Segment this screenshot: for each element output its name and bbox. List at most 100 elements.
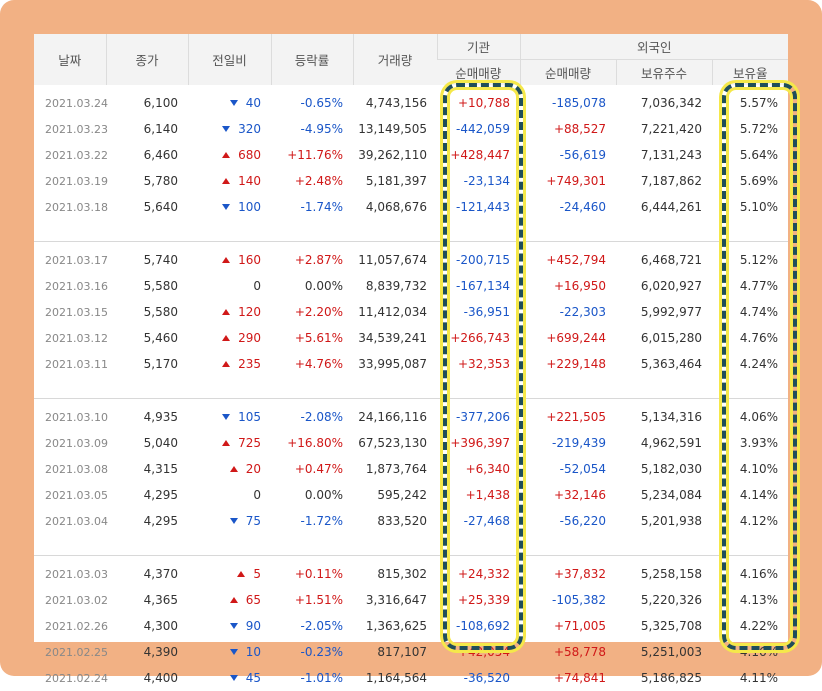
cell-rate: +0.11% xyxy=(271,555,353,587)
cell-change-value: 120 xyxy=(238,305,261,319)
cell-foreign-net-value: +88,527 xyxy=(553,122,606,136)
cell-close: 5,580 xyxy=(106,273,188,299)
cell-foreign-holdings: 7,131,243 xyxy=(616,142,712,168)
up-triangle-icon xyxy=(237,571,246,577)
cell-foreign-net-value: +71,005 xyxy=(553,619,606,633)
cell-date-value: 2021.03.09 xyxy=(45,436,108,450)
cell-close: 6,140 xyxy=(106,116,188,142)
up-triangle-icon xyxy=(222,335,231,341)
cell-close-value: 5,580 xyxy=(143,305,178,319)
table-row: 2021.02.24 4,400 45 -1.01% 1,164,564 -36,520 +… xyxy=(34,665,788,691)
cell-foreign-ratio: 4.76% xyxy=(712,325,788,351)
cell-foreign-net: +88,527 xyxy=(520,116,616,142)
cell-date-value: 2021.03.17 xyxy=(45,253,108,267)
cell-date-value: 2021.03.24 xyxy=(45,96,108,110)
cell-foreign-ratio: 5.64% xyxy=(712,142,788,168)
cell-rate: 0.00% xyxy=(271,273,353,299)
cell-foreign-ratio: 4.22% xyxy=(712,613,788,639)
cell-change-value: 75 xyxy=(245,514,261,528)
cell-change: 20 xyxy=(188,456,271,482)
cell-institution-net: +266,743 xyxy=(437,325,520,351)
cell-rate: -4.95% xyxy=(271,116,353,142)
cell-date: 2021.02.24 xyxy=(34,665,108,691)
cell-date: 2021.03.04 xyxy=(34,508,108,534)
cell-date: 2021.03.16 xyxy=(34,273,108,299)
cell-foreign-ratio-value: 4.76% xyxy=(739,331,779,345)
cell-institution-net: -27,468 xyxy=(437,508,520,534)
cell-foreign-net-value: -22,303 xyxy=(559,305,606,319)
header-foreign-ratio: 보유율 xyxy=(711,59,789,85)
cell-foreign-net-value: +699,244 xyxy=(546,331,606,345)
header-close: 종가 xyxy=(105,34,188,85)
cell-close: 4,400 xyxy=(106,665,188,691)
cell-institution-net: -36,520 xyxy=(437,665,520,691)
cell-rate-value: -0.65% xyxy=(300,96,343,110)
cell-foreign-net: -56,619 xyxy=(520,142,616,168)
cell-close-value: 5,580 xyxy=(143,279,178,293)
cell-change: 105 xyxy=(188,398,271,430)
cell-institution-net-value: -36,951 xyxy=(463,305,510,319)
cell-institution-net-value: -442,059 xyxy=(456,122,510,136)
cell-date: 2021.03.10 xyxy=(34,398,108,430)
cell-rate-value: -1.72% xyxy=(300,514,343,528)
cell-date-value: 2021.02.26 xyxy=(45,619,108,633)
cell-rate: 0.00% xyxy=(271,482,353,508)
cell-foreign-ratio-value: 5.69% xyxy=(739,174,779,188)
cell-foreign-holdings-value: 5,134,316 xyxy=(640,410,702,424)
cell-institution-net: -23,134 xyxy=(437,168,520,194)
cell-close-value: 6,140 xyxy=(143,122,178,136)
table-row: 2021.03.15 5,580 120 +2.20% 11,412,034 -36,95… xyxy=(34,299,788,325)
table-row: 2021.02.26 4,300 90 -2.05% 1,363,625 -108,692… xyxy=(34,613,788,639)
cell-rate: +11.76% xyxy=(271,142,353,168)
cell-change-value: 0 xyxy=(253,488,261,502)
cell-foreign-net-value: -219,439 xyxy=(552,436,606,450)
cell-change-value: 320 xyxy=(238,122,261,136)
cell-change: 5 xyxy=(188,555,271,587)
cell-change-value: 0 xyxy=(253,279,261,293)
cell-close-value: 4,295 xyxy=(143,514,178,528)
cell-close: 4,295 xyxy=(106,508,188,534)
cell-foreign-net: +37,832 xyxy=(520,555,616,587)
cell-institution-net: -200,715 xyxy=(437,241,520,273)
down-triangle-icon xyxy=(229,623,238,629)
cell-rate: +2.87% xyxy=(271,241,353,273)
cell-foreign-holdings: 5,234,084 xyxy=(616,482,712,508)
down-triangle-icon xyxy=(229,649,238,655)
up-triangle-icon xyxy=(222,309,231,315)
table-row: 2021.03.03 4,370 5 +0.11% 815,302 +24,332 +37,… xyxy=(34,555,789,587)
cell-rate-value: -4.95% xyxy=(300,122,343,136)
cell-foreign-holdings-value: 6,444,261 xyxy=(640,200,702,214)
cell-foreign-net-value: -52,054 xyxy=(559,462,606,476)
cell-foreign-net: +452,794 xyxy=(520,241,616,273)
cell-date: 2021.03.03 xyxy=(34,555,108,587)
cell-date: 2021.03.24 xyxy=(34,85,108,116)
cell-foreign-holdings-value: 5,201,938 xyxy=(640,514,702,528)
cell-change-value: 140 xyxy=(238,174,261,188)
cell-change: 725 xyxy=(188,430,271,456)
cell-volume: 1,164,564 xyxy=(353,665,437,691)
cell-foreign-net-value: +221,505 xyxy=(546,410,606,424)
header-foreign-net: 순매매량 xyxy=(519,59,616,85)
cell-foreign-net: +16,950 xyxy=(520,273,616,299)
cell-institution-net: +396,397 xyxy=(437,430,520,456)
cell-volume-value: 4,068,676 xyxy=(365,200,427,214)
cell-volume: 4,743,156 xyxy=(353,85,437,116)
table-row: 2021.03.08 4,315 20 +0.47% 1,873,764 +6,340 -5… xyxy=(34,456,788,482)
cell-foreign-net: -185,078 xyxy=(520,85,616,116)
daily-trading-table: 날짜 종가 전일비 등락률 거래량 기관 외국인 순매매량 순매매량 보유주수 … xyxy=(34,34,789,691)
cell-date: 2021.03.18 xyxy=(34,194,108,220)
cell-date-value: 2021.03.22 xyxy=(45,148,108,162)
cell-foreign-ratio-value: 5.57% xyxy=(739,96,779,110)
cell-foreign-holdings-value: 7,131,243 xyxy=(640,148,702,162)
cell-close-value: 6,460 xyxy=(143,148,178,162)
cell-rate-value: -2.05% xyxy=(300,619,343,633)
group-spacer xyxy=(34,377,788,399)
cell-volume: 24,166,116 xyxy=(353,398,437,430)
cell-rate: +5.61% xyxy=(271,325,353,351)
cell-close: 5,640 xyxy=(106,194,188,220)
cell-institution-net: -377,206 xyxy=(437,398,520,430)
cell-date: 2021.03.08 xyxy=(34,456,108,482)
cell-change: 235 xyxy=(188,351,271,377)
cell-rate-value: -0.23% xyxy=(300,645,343,659)
cell-foreign-net-value: -56,619 xyxy=(559,148,606,162)
